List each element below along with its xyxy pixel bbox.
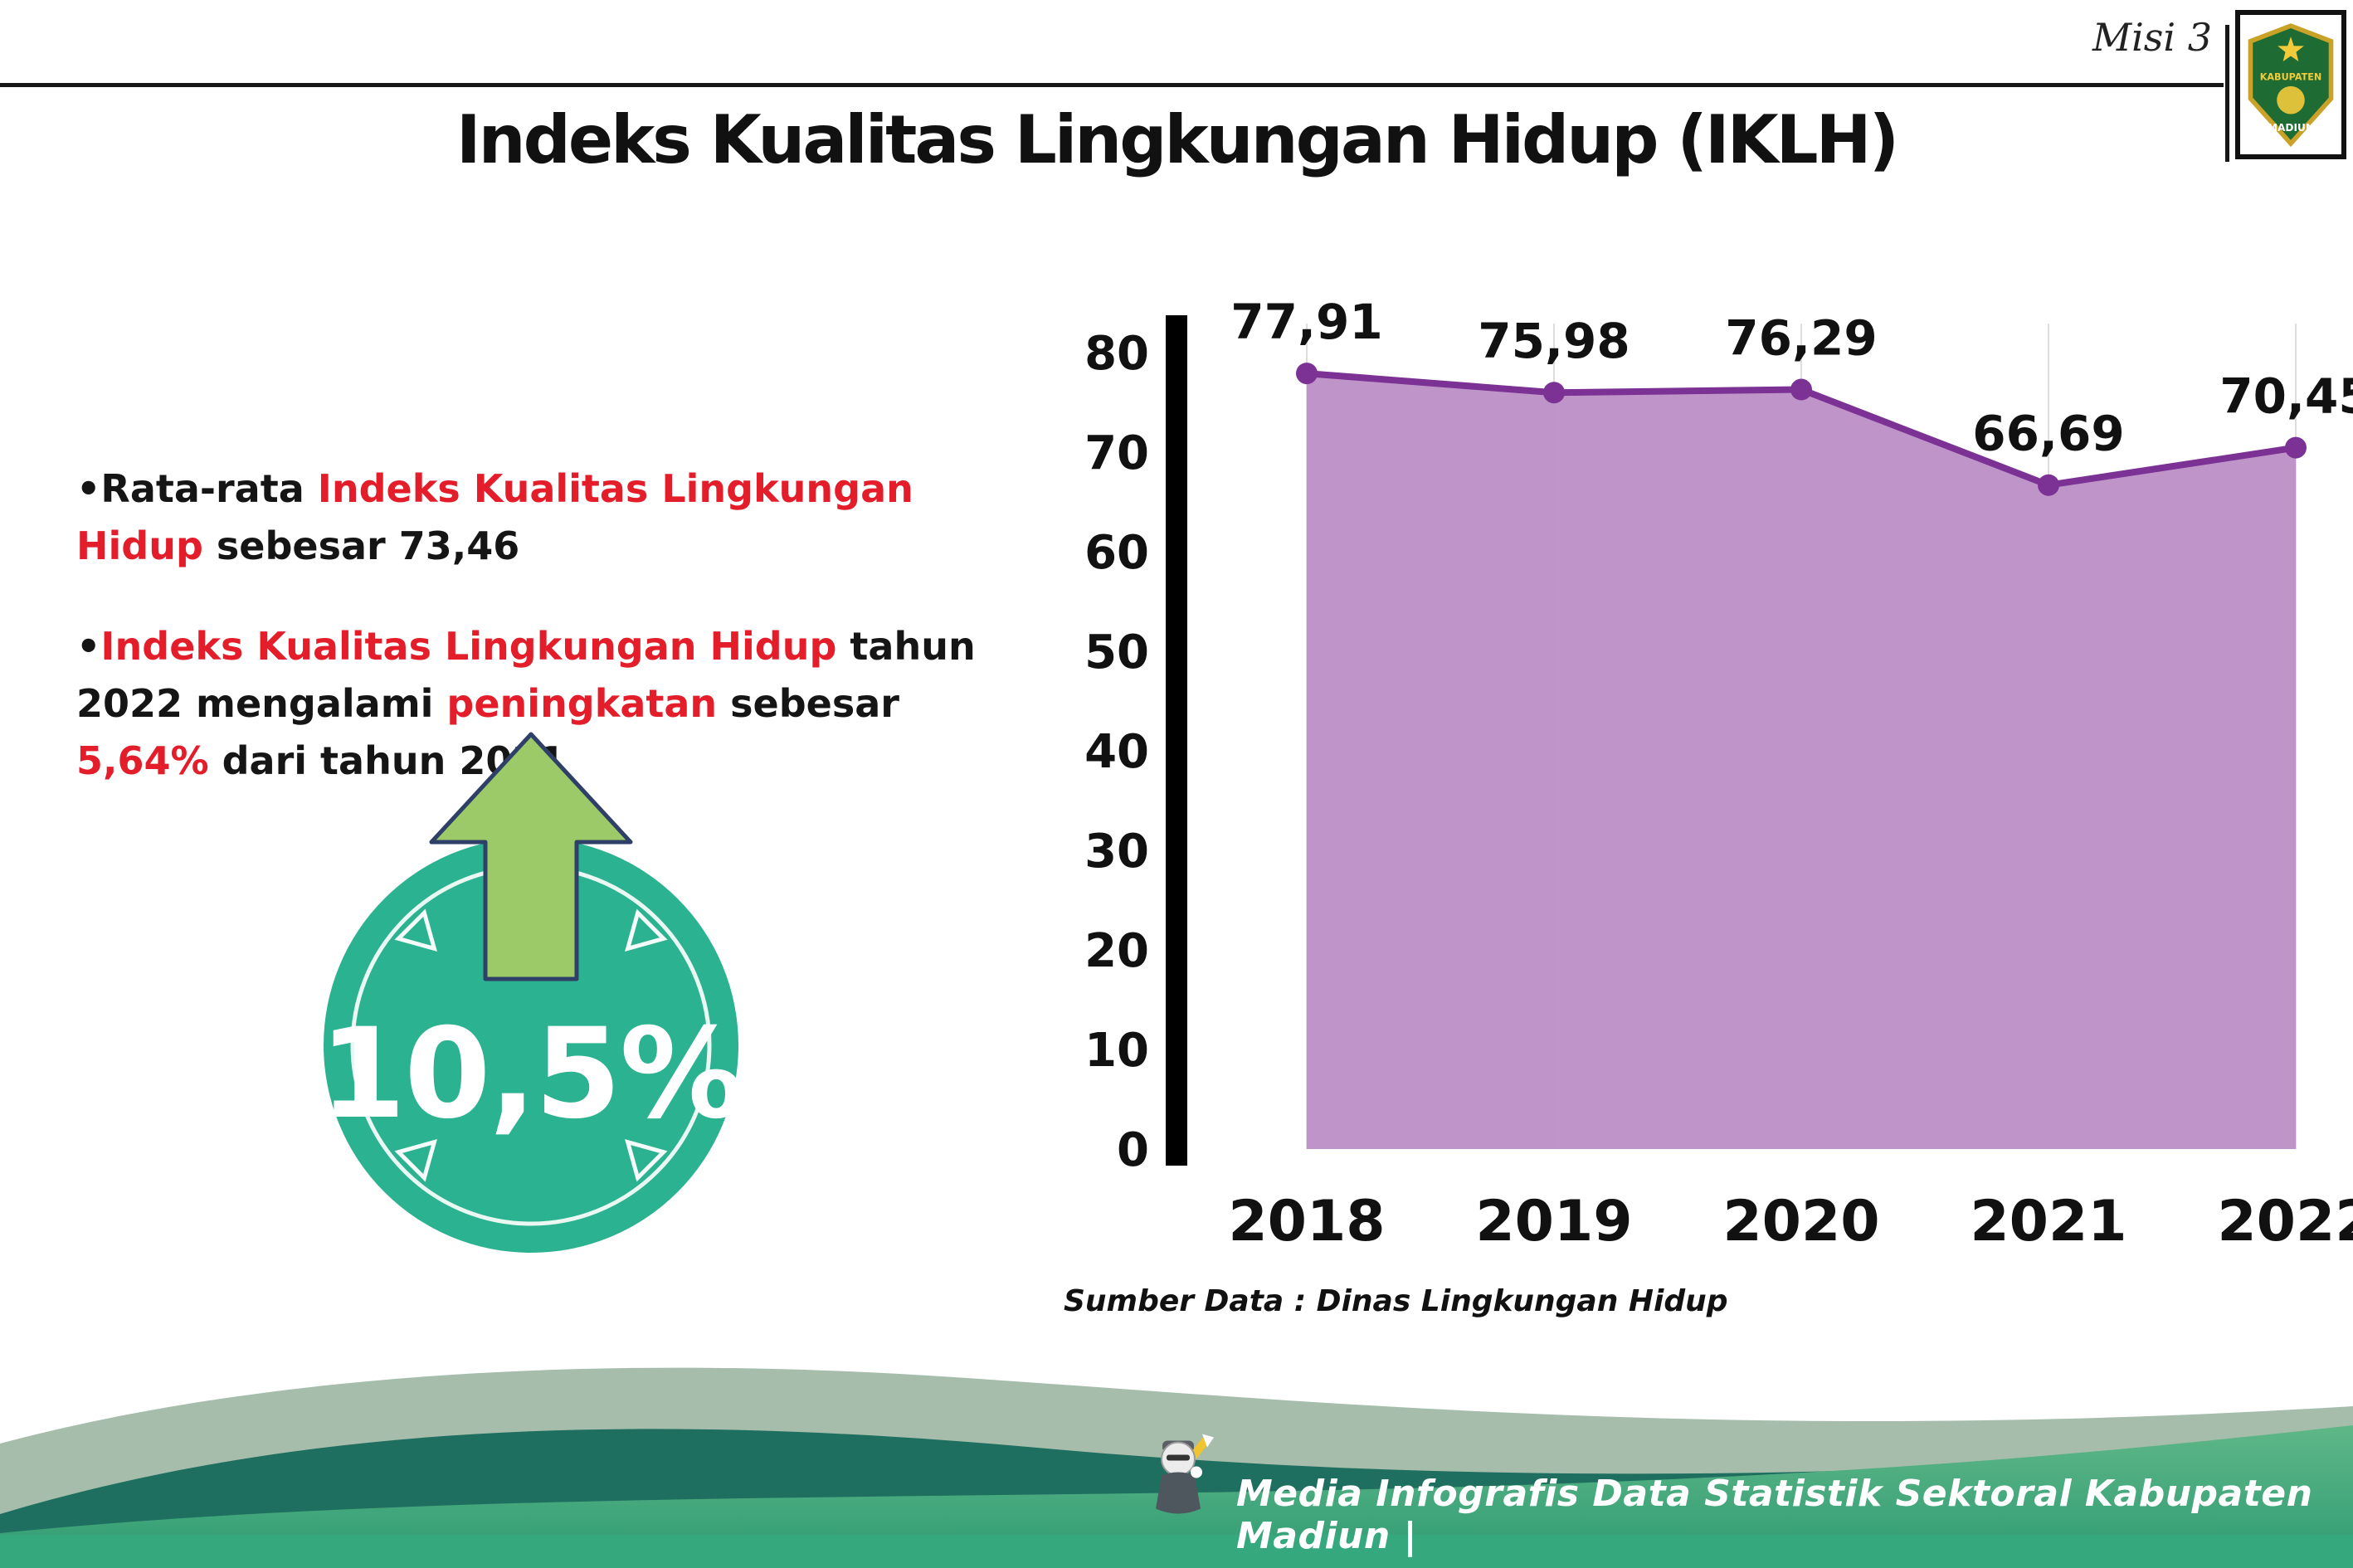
iklh-area-chart: 0 10 20 30 40 50 60 70 80 77,91 75,98 76,29 66,69 70,… [1084,294,2353,1254]
text-segment: Indeks Kualitas Lingkungan Hidup [76,466,913,568]
text-segment: • [76,466,101,511]
y-tick-label: 10 [1084,1024,1149,1078]
bullet-item-increase: •Indeks Kualitas Lingkungan Hidup tahun … [76,618,1030,790]
value-label: 76,29 [1725,310,1877,367]
bullet-item-average: •Rata-rata Indeks Kualitas Lingkungan Hi… [76,460,1030,575]
text-segment: Rata-rata [100,466,318,511]
area-fill [1307,373,2296,1149]
text-segment: 5,64% [76,738,209,783]
iklh-chart-container: 0 10 20 30 40 50 60 70 80 77,91 75,98 76,29 66,69 70,… [1050,294,2353,1294]
text-segment: • [76,624,101,669]
y-axis-bar [1166,315,1187,1166]
wave-bottom-strip [0,1535,2353,1568]
data-point-marker [1296,363,1318,385]
kabupaten-madiun-logo: KABUPATEN MADIUN [2235,10,2346,159]
value-label: 66,69 [1972,406,2124,462]
text-segment: peningkatan [446,681,718,726]
badge-circle: 10,5% [319,838,744,1253]
footer: Media Infografis Data Statistik Sektoral… [0,1319,2353,1568]
y-tick-label: 0 [1117,1123,1149,1177]
y-tick-label: 40 [1084,725,1149,779]
logo-shield [2248,23,2334,148]
y-tick-label: 70 [1084,426,1149,480]
text-segment: sebesar [717,681,899,726]
page-title: Indeks Kualitas Lingkungan Hidup (IKLH) [455,101,1899,178]
bullet-list: •Rata-rata Indeks Kualitas Lingkungan Hi… [76,460,1030,833]
x-tick-label: 2020 [1722,1189,1879,1254]
y-tick-label: 60 [1084,526,1149,580]
value-label: 70,45 [2219,368,2353,425]
data-point-marker [2285,436,2307,459]
logo-crest: KABUPATEN MADIUN [2248,23,2334,148]
badge-value: 10,5% [319,1002,744,1147]
logo-emblem [2277,85,2305,114]
x-tick-label: 2018 [1228,1189,1385,1254]
text-segment: sebesar 73,46 [202,523,520,568]
logo-top-text: KABUPATEN [2260,71,2322,82]
x-tick-label: 2022 [2217,1189,2353,1254]
y-tick-label: 50 [1084,626,1149,679]
up-arrow-icon [429,732,633,981]
logo-bottom-text: MADIUN [2268,122,2314,134]
logo-corner-line [2225,25,2229,162]
data-point-marker [1790,378,1812,401]
y-tick-label: 30 [1084,825,1149,879]
mascot-icon [1156,1434,1214,1514]
y-tick-label: 80 [1084,327,1149,381]
increase-badge: 10,5% [319,730,744,1269]
data-point-marker [1543,382,1565,404]
x-tick-label: 2021 [1970,1189,2126,1254]
x-tick-label: 2019 [1475,1189,1632,1254]
header-divider [0,83,2224,87]
chart-source: Sumber Data : Dinas Lingkungan Hidup [1064,1284,1728,1318]
data-point-marker [2038,474,2059,496]
text-segment: tahun 2022 mengalami [76,624,976,726]
misi-label: Misi 3 [2092,15,2212,60]
footer-caption: Media Infografis Data Statistik Sektoral… [1236,1473,2313,1557]
logo-star-icon [2277,37,2304,61]
value-label: 77,91 [1230,294,1382,350]
value-label: 75,98 [1478,313,1630,369]
text-segment: Indeks Kualitas Lingkungan Hidup [100,624,837,669]
y-tick-label: 20 [1084,924,1149,978]
